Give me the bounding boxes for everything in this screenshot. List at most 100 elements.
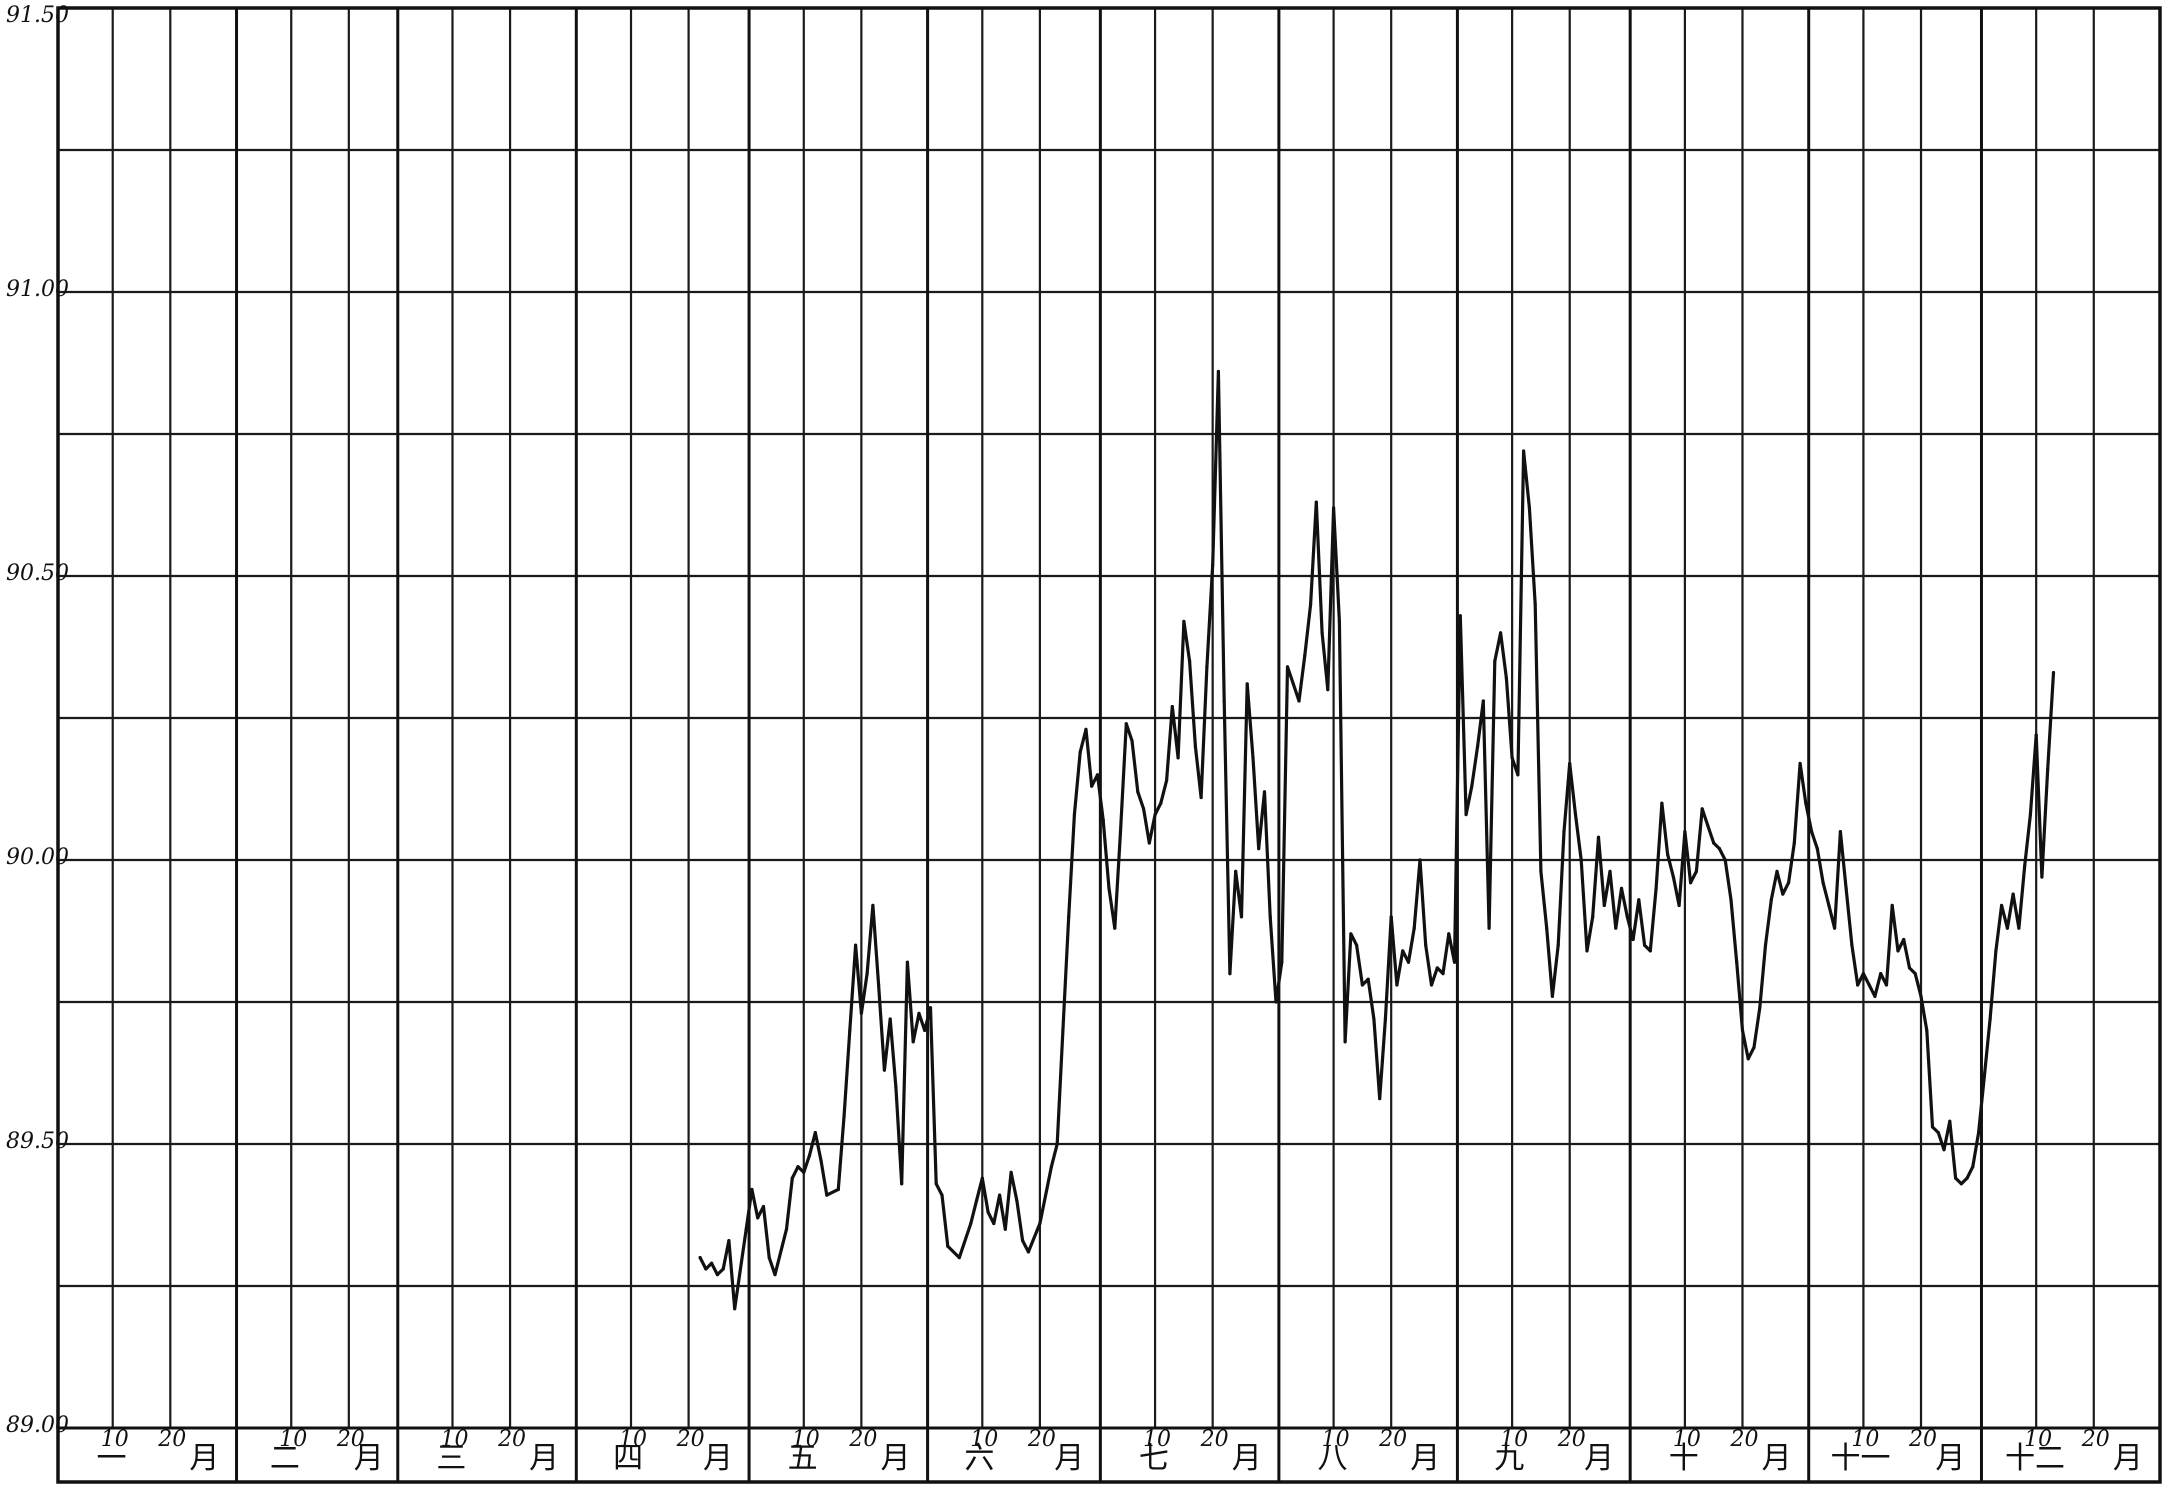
data-point (1118, 830, 1123, 834)
data-point (1090, 784, 1094, 788)
day-tick-label: 10 (1143, 1427, 1171, 1452)
data-point (1965, 1176, 1969, 1180)
data-point (2005, 926, 2009, 930)
data-point (1896, 949, 1900, 953)
data-point (842, 1114, 846, 1118)
data-point (1861, 972, 1866, 976)
data-point (923, 1028, 927, 1032)
data-point (1585, 949, 1589, 953)
data-point (2023, 864, 2027, 868)
data-point (1976, 1131, 1981, 1135)
month-numeral: 二 (270, 1441, 300, 1476)
data-point (1481, 699, 1485, 703)
data-point (1395, 983, 1399, 987)
data-point (1729, 898, 1733, 902)
month-numeral: 七 (1139, 1441, 1169, 1476)
data-point (1003, 1227, 1007, 1231)
data-point (715, 1273, 719, 1277)
data-point (1539, 869, 1543, 873)
data-point (1522, 449, 1526, 453)
data-point (1331, 506, 1336, 510)
data-point (1222, 699, 1226, 703)
data-point (756, 1216, 760, 1220)
data-point (1412, 926, 1416, 930)
data-point (1193, 744, 1197, 749)
data-point (934, 1182, 938, 1186)
data-point (727, 1238, 731, 1243)
data-point (1746, 1057, 1750, 1061)
y-tick-label: 90.50 (6, 561, 69, 586)
data-point (911, 1040, 915, 1044)
month-numeral: 十 (1669, 1441, 1699, 1476)
data-point (974, 1199, 979, 1203)
data-point (1838, 830, 1842, 834)
day-tick-label: 10 (279, 1427, 307, 1452)
data-point (1188, 659, 1192, 663)
month-numeral: 三 (436, 1441, 466, 1476)
data-point (877, 983, 881, 987)
data-point (1130, 739, 1134, 743)
data-point (1637, 898, 1641, 902)
data-point (1689, 881, 1693, 885)
data-point (1199, 795, 1203, 800)
data-point (1464, 812, 1468, 817)
data-point (1153, 812, 1157, 817)
data-point (1527, 506, 1531, 510)
data-point (1435, 966, 1439, 970)
data-point (1343, 1040, 1347, 1044)
data-point (894, 1085, 898, 1089)
day-tick-label: 20 (1908, 1427, 1937, 1452)
data-point (1424, 943, 1428, 947)
day-tick-label: 10 (970, 1427, 998, 1452)
month-word: 月 (1935, 1441, 1965, 1476)
data-point (1890, 903, 1894, 908)
data-point (1360, 983, 1364, 987)
data-point (1136, 790, 1140, 794)
data-point (807, 1153, 812, 1157)
data-point (1758, 1006, 1762, 1010)
data-point (767, 1256, 771, 1260)
month-word: 月 (1410, 1441, 1440, 1476)
data-point (1337, 619, 1341, 624)
month-word: 月 (354, 1441, 384, 1476)
data-point (1314, 500, 1318, 504)
data-point (1712, 841, 1716, 845)
data-point (1095, 773, 1100, 777)
data-point (1631, 937, 1635, 942)
data-point (1239, 915, 1244, 919)
data-point (1026, 1250, 1030, 1254)
data-point (1850, 943, 1854, 947)
data-point (1274, 1000, 1278, 1004)
data-point (1545, 926, 1549, 930)
plot-border (56, 6, 2162, 1484)
data-point (1061, 1028, 1065, 1032)
data-point (1608, 869, 1612, 873)
data-point (1988, 1017, 1992, 1021)
data-point (1067, 915, 1071, 919)
data-point (1326, 688, 1330, 692)
data-point (796, 1165, 800, 1169)
data-point (1602, 903, 1606, 908)
data-point (1303, 653, 1307, 658)
month-word: 月 (1054, 1441, 1084, 1476)
data-point (750, 1187, 754, 1192)
data-point (1925, 1028, 1929, 1032)
data-point (1510, 756, 1514, 760)
y-tick-labels: 91.50 91.00 90.50 90.00 89.50 89.00 (6, 3, 69, 1438)
data-point (2011, 892, 2015, 896)
data-point (698, 1256, 702, 1260)
month-word: 月 (2113, 1441, 2143, 1476)
day-tick-label: 20 (497, 1427, 526, 1452)
data-point (1164, 778, 1169, 783)
data-point (1654, 886, 1658, 891)
data-point (1176, 756, 1180, 760)
data-point (1792, 841, 1796, 845)
data-point (1942, 1148, 1946, 1152)
data-point (744, 1227, 748, 1231)
data-point (1666, 852, 1670, 856)
data-point (1913, 972, 1917, 976)
data-point (836, 1187, 840, 1192)
data-point (2046, 767, 2050, 771)
day-tick-label: 20 (336, 1427, 365, 1452)
